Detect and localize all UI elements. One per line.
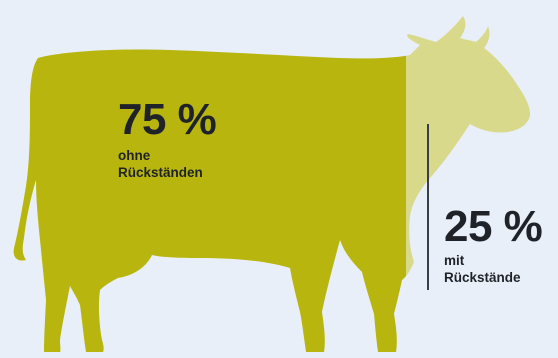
- majority-label: ohne Rückständen: [118, 147, 203, 181]
- majority-label-line2: Rückständen: [118, 165, 203, 180]
- minority-label: mit Rückstände: [444, 252, 521, 286]
- majority-label-line1: ohne: [118, 148, 151, 163]
- minority-label-line2: Rückstände: [444, 270, 521, 285]
- majority-percentage: 75 %: [118, 95, 217, 144]
- minority-label-line1: mit: [444, 253, 465, 268]
- minority-percentage: 25 %: [444, 202, 543, 251]
